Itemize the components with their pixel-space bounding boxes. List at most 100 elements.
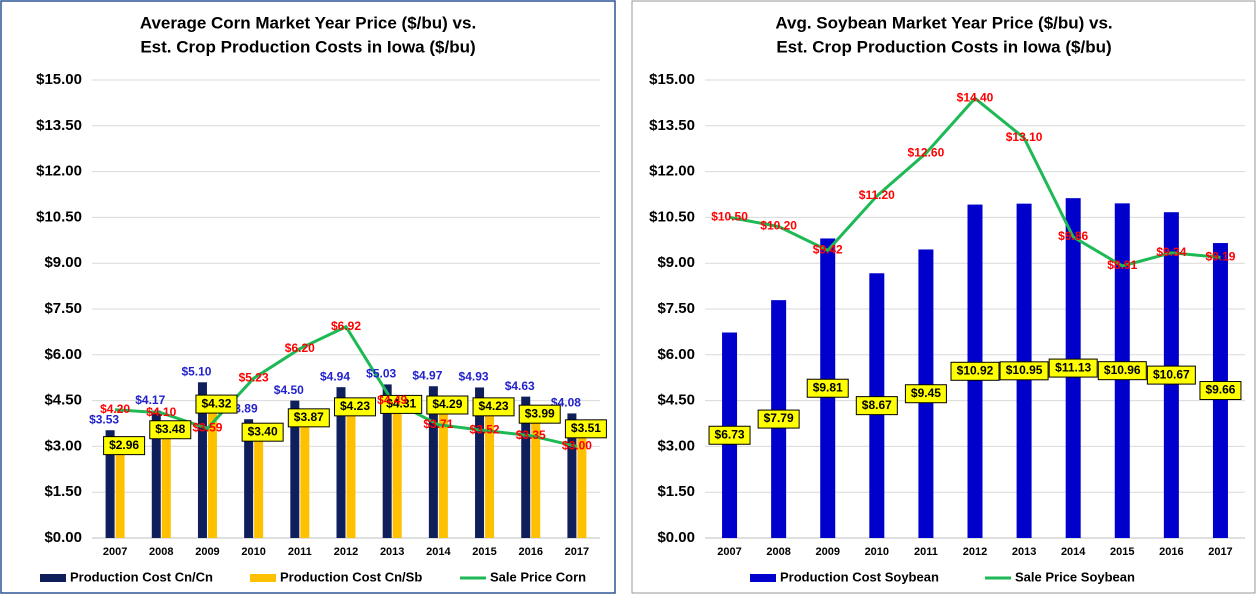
bar xyxy=(290,400,300,538)
y-tick-label: $3.00 xyxy=(657,437,695,454)
data-label: $14.40 xyxy=(957,90,994,104)
legend-label: Sale Price Corn xyxy=(490,569,586,584)
data-label-box xyxy=(708,425,751,445)
data-label-box xyxy=(1048,358,1098,378)
data-label-box xyxy=(855,396,898,416)
bar xyxy=(197,382,207,538)
y-tick-label: $3.00 xyxy=(44,437,82,454)
x-tick-label: 2011 xyxy=(914,546,938,558)
data-label: $9.81 xyxy=(813,380,843,394)
y-tick-label: $1.50 xyxy=(44,483,82,500)
data-label: $10.50 xyxy=(711,210,748,224)
data-label: $10.20 xyxy=(760,219,797,233)
y-tick-label: $0.00 xyxy=(44,529,82,546)
x-tick-label: 2017 xyxy=(1208,546,1232,558)
data-label: $3.71 xyxy=(423,417,453,431)
data-label: $3.59 xyxy=(192,421,222,435)
data-label: $4.94 xyxy=(320,369,350,383)
bar xyxy=(577,430,587,538)
legend-swatch xyxy=(40,574,66,582)
x-tick-label: 2011 xyxy=(288,546,312,558)
x-tick-label: 2013 xyxy=(1012,546,1036,558)
x-tick-label: 2015 xyxy=(472,546,496,558)
y-tick-label: $13.50 xyxy=(36,117,82,134)
data-label-box xyxy=(287,408,330,428)
data-label-box xyxy=(518,404,561,424)
bar xyxy=(244,419,254,538)
data-label-box xyxy=(564,419,607,439)
data-label: $2.96 xyxy=(109,438,139,452)
data-label-box xyxy=(334,397,376,417)
x-tick-label: 2009 xyxy=(195,546,219,558)
y-tick-label: $1.50 xyxy=(657,483,695,500)
data-label: $3.52 xyxy=(470,423,500,437)
bar xyxy=(438,407,448,538)
data-label: $3.53 xyxy=(89,412,119,426)
y-tick-label: $15.00 xyxy=(649,71,695,88)
x-tick-label: 2012 xyxy=(963,546,987,558)
legend-label: Production Cost Cn/Sb xyxy=(280,569,422,584)
data-label: $4.20 xyxy=(100,402,130,416)
data-label: $4.29 xyxy=(432,397,462,411)
data-label: $9.86 xyxy=(1058,229,1088,243)
data-label: $10.95 xyxy=(1006,363,1043,377)
data-label-box xyxy=(426,395,469,415)
data-label-box xyxy=(380,394,423,414)
y-tick-label: $9.00 xyxy=(657,254,695,271)
data-label: $8.67 xyxy=(862,398,892,412)
y-tick-label: $12.00 xyxy=(36,163,82,180)
data-label-box xyxy=(950,361,1000,381)
data-label: $4.49 xyxy=(377,393,407,407)
y-tick-label: $7.50 xyxy=(657,300,695,317)
data-label: $10.67 xyxy=(1153,367,1190,381)
x-tick-label: 2016 xyxy=(518,546,542,558)
data-label: $10.92 xyxy=(957,363,994,377)
y-tick-label: $6.00 xyxy=(44,346,82,363)
data-label-box xyxy=(1097,361,1147,381)
y-tick-label: $15.00 xyxy=(36,71,82,88)
bar xyxy=(105,430,115,538)
data-label-box xyxy=(103,436,146,456)
data-label: $12.60 xyxy=(908,145,945,159)
data-label: $4.23 xyxy=(479,399,509,413)
data-label: $6.92 xyxy=(331,319,361,333)
legend-label: Production Cost Soybean xyxy=(780,569,939,584)
bar xyxy=(567,413,577,538)
y-tick-label: $7.50 xyxy=(44,300,82,317)
data-label: $4.97 xyxy=(412,368,442,382)
x-tick-label: 2017 xyxy=(565,546,589,558)
chart-title: Average Corn Market Year Price ($/bu) vs… xyxy=(140,13,476,32)
bar xyxy=(254,434,264,538)
bar xyxy=(336,387,346,538)
bar xyxy=(521,396,531,538)
data-label: $3.35 xyxy=(516,428,546,442)
data-label: $9.34 xyxy=(1156,245,1186,259)
data-label-box xyxy=(195,394,238,414)
data-label: $11.13 xyxy=(1055,360,1091,374)
y-tick-label: $6.00 xyxy=(657,346,695,363)
y-tick-label: $10.50 xyxy=(649,208,695,225)
data-label: $10.96 xyxy=(1104,363,1141,377)
y-tick-label: $4.50 xyxy=(657,392,695,409)
data-label: $9.42 xyxy=(813,243,843,257)
data-label: $4.50 xyxy=(274,383,304,397)
x-tick-label: 2010 xyxy=(241,546,265,558)
line xyxy=(729,96,1221,268)
x-tick-label: 2008 xyxy=(766,546,790,558)
data-label-box xyxy=(806,378,849,398)
bar xyxy=(115,447,125,538)
data-label-box xyxy=(1146,365,1196,385)
x-tick-label: 2012 xyxy=(334,546,358,558)
data-label: $5.10 xyxy=(181,364,211,378)
x-tick-label: 2014 xyxy=(426,546,451,558)
data-label-box xyxy=(757,409,800,429)
bar xyxy=(485,408,495,538)
data-label: $4.17 xyxy=(135,393,165,407)
y-tick-label: $0.00 xyxy=(657,529,695,546)
x-tick-label: 2007 xyxy=(103,546,127,558)
data-label: $4.10 xyxy=(146,405,176,419)
data-label: $6.73 xyxy=(715,427,745,441)
data-label: $3.99 xyxy=(525,406,555,420)
